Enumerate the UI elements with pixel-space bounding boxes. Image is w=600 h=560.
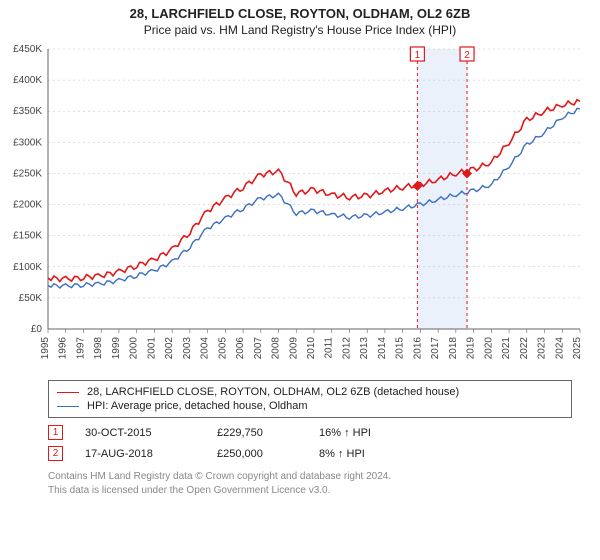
svg-text:2025: 2025 [572,337,583,360]
svg-text:£250K: £250K [13,168,42,179]
page-subtitle: Price paid vs. HM Land Registry's House … [0,23,600,37]
legend-row: HPI: Average price, detached house, Oldh… [57,399,563,413]
svg-text:2006: 2006 [235,337,246,360]
svg-text:1996: 1996 [58,337,69,360]
svg-text:2021: 2021 [501,337,512,360]
svg-text:2013: 2013 [359,337,370,360]
legend-label: HPI: Average price, detached house, Oldh… [87,400,308,412]
events-table: 1 30-OCT-2015 £229,750 16% ↑ HPI 2 17-AUG-201… [48,422,572,464]
svg-text:2019: 2019 [466,337,477,360]
svg-text:2020: 2020 [483,337,494,360]
event-pct: 8% ↑ HPI [319,448,409,460]
svg-text:1: 1 [415,50,421,61]
legend-label: 28, LARCHFIELD CLOSE, ROYTON, OLDHAM, OL… [87,386,459,398]
svg-text:£150K: £150K [13,231,42,242]
svg-text:1995: 1995 [40,337,51,360]
event-date: 30-OCT-2015 [85,427,195,439]
legend-swatch [57,406,79,407]
svg-text:£350K: £350K [13,106,42,117]
legend-row: 28, LARCHFIELD CLOSE, ROYTON, OLDHAM, OL… [57,385,563,399]
svg-text:2023: 2023 [537,337,548,360]
svg-text:2: 2 [464,50,470,61]
legend-swatch [57,392,79,393]
event-marker: 2 [48,446,63,461]
event-price: £250,000 [217,448,297,460]
svg-text:£0: £0 [31,324,43,335]
svg-text:1999: 1999 [111,337,122,360]
svg-text:2002: 2002 [164,337,175,360]
svg-text:2003: 2003 [182,337,193,360]
svg-text:1998: 1998 [93,337,104,360]
svg-text:£200K: £200K [13,200,42,211]
event-price: £229,750 [217,427,297,439]
chart: £0 £50K £100K £150K £200K £250K £300K £350K £400… [0,39,600,374]
svg-text:2017: 2017 [430,337,441,360]
event-date: 17-AUG-2018 [85,448,195,460]
svg-text:2014: 2014 [377,337,388,360]
footer-line-1: Contains HM Land Registry data © Crown c… [48,470,572,484]
svg-text:2018: 2018 [448,337,459,360]
svg-text:£50K: £50K [19,293,43,304]
event-row: 1 30-OCT-2015 £229,750 16% ↑ HPI [48,422,572,443]
svg-text:2012: 2012 [341,337,352,360]
page-title: 28, LARCHFIELD CLOSE, ROYTON, OLDHAM, OL… [0,6,600,21]
svg-text:1997: 1997 [75,337,86,360]
svg-text:2000: 2000 [129,337,140,360]
svg-text:2004: 2004 [200,337,211,360]
svg-text:2007: 2007 [253,337,264,360]
svg-text:2024: 2024 [554,337,565,360]
footer: Contains HM Land Registry data © Crown c… [48,470,572,497]
chart-svg: £0 £50K £100K £150K £200K £250K £300K £350K £400… [0,39,600,369]
svg-text:2001: 2001 [146,337,157,360]
legend: 28, LARCHFIELD CLOSE, ROYTON, OLDHAM, OL… [48,380,572,418]
svg-text:2005: 2005 [217,337,228,360]
svg-text:£300K: £300K [13,137,42,148]
footer-line-2: This data is licensed under the Open Gov… [48,484,572,498]
svg-text:2008: 2008 [271,337,282,360]
svg-text:2009: 2009 [288,337,299,360]
svg-text:2015: 2015 [395,337,406,360]
svg-text:2022: 2022 [519,337,530,360]
svg-text:£400K: £400K [13,75,42,86]
event-marker: 1 [48,425,63,440]
event-pct: 16% ↑ HPI [319,427,409,439]
svg-text:2010: 2010 [306,337,317,360]
svg-text:£100K: £100K [13,262,42,273]
svg-text:2016: 2016 [412,337,423,360]
svg-text:2011: 2011 [324,337,335,359]
svg-text:£450K: £450K [13,44,42,55]
event-row: 2 17-AUG-2018 £250,000 8% ↑ HPI [48,443,572,464]
